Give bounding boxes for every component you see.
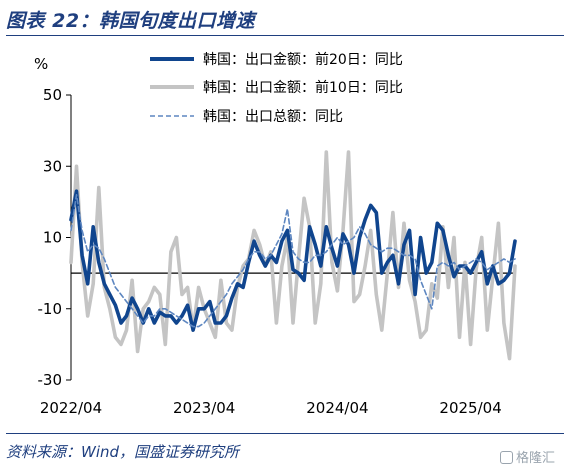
y-tick-label: -30	[38, 371, 63, 389]
bottom-rule	[6, 433, 564, 434]
figure-title: 图表 22：韩国旬度出口增速	[6, 10, 256, 32]
y-tick-label: 10	[43, 229, 62, 247]
series-line-1	[69, 189, 517, 332]
legend-label-2: 韩国：出口金额：前10日：同比	[203, 79, 403, 96]
y-tick-label: 50	[43, 86, 62, 104]
watermark: 格隆汇	[500, 447, 555, 466]
y-axis-unit-label: %	[34, 55, 48, 73]
source-note: 资料来源：Wind，国盛证券研究所	[6, 443, 240, 461]
legend-label-1: 韩国：出口金额：前20日：同比	[203, 51, 403, 68]
series-line-2	[69, 150, 517, 361]
legend-label-3: 韩国：出口总额：同比	[203, 109, 343, 125]
x-tick-label: 2025/04	[439, 399, 501, 417]
y-tick-label: -10	[38, 300, 63, 318]
x-tick-label: 2023/04	[173, 399, 235, 417]
y-tick-label: 30	[43, 157, 62, 175]
title-rule	[6, 35, 564, 36]
watermark-logo-icon	[500, 451, 513, 464]
watermark-text: 格隆汇	[516, 451, 556, 466]
series-line-3	[70, 194, 516, 328]
x-tick-label: 2022/04	[40, 399, 102, 417]
chart: % 50 30 10 -10 -30 2022/04 2023/04 2024/04 2025/0…	[34, 51, 517, 417]
x-tick-label: 2024/04	[306, 399, 368, 417]
